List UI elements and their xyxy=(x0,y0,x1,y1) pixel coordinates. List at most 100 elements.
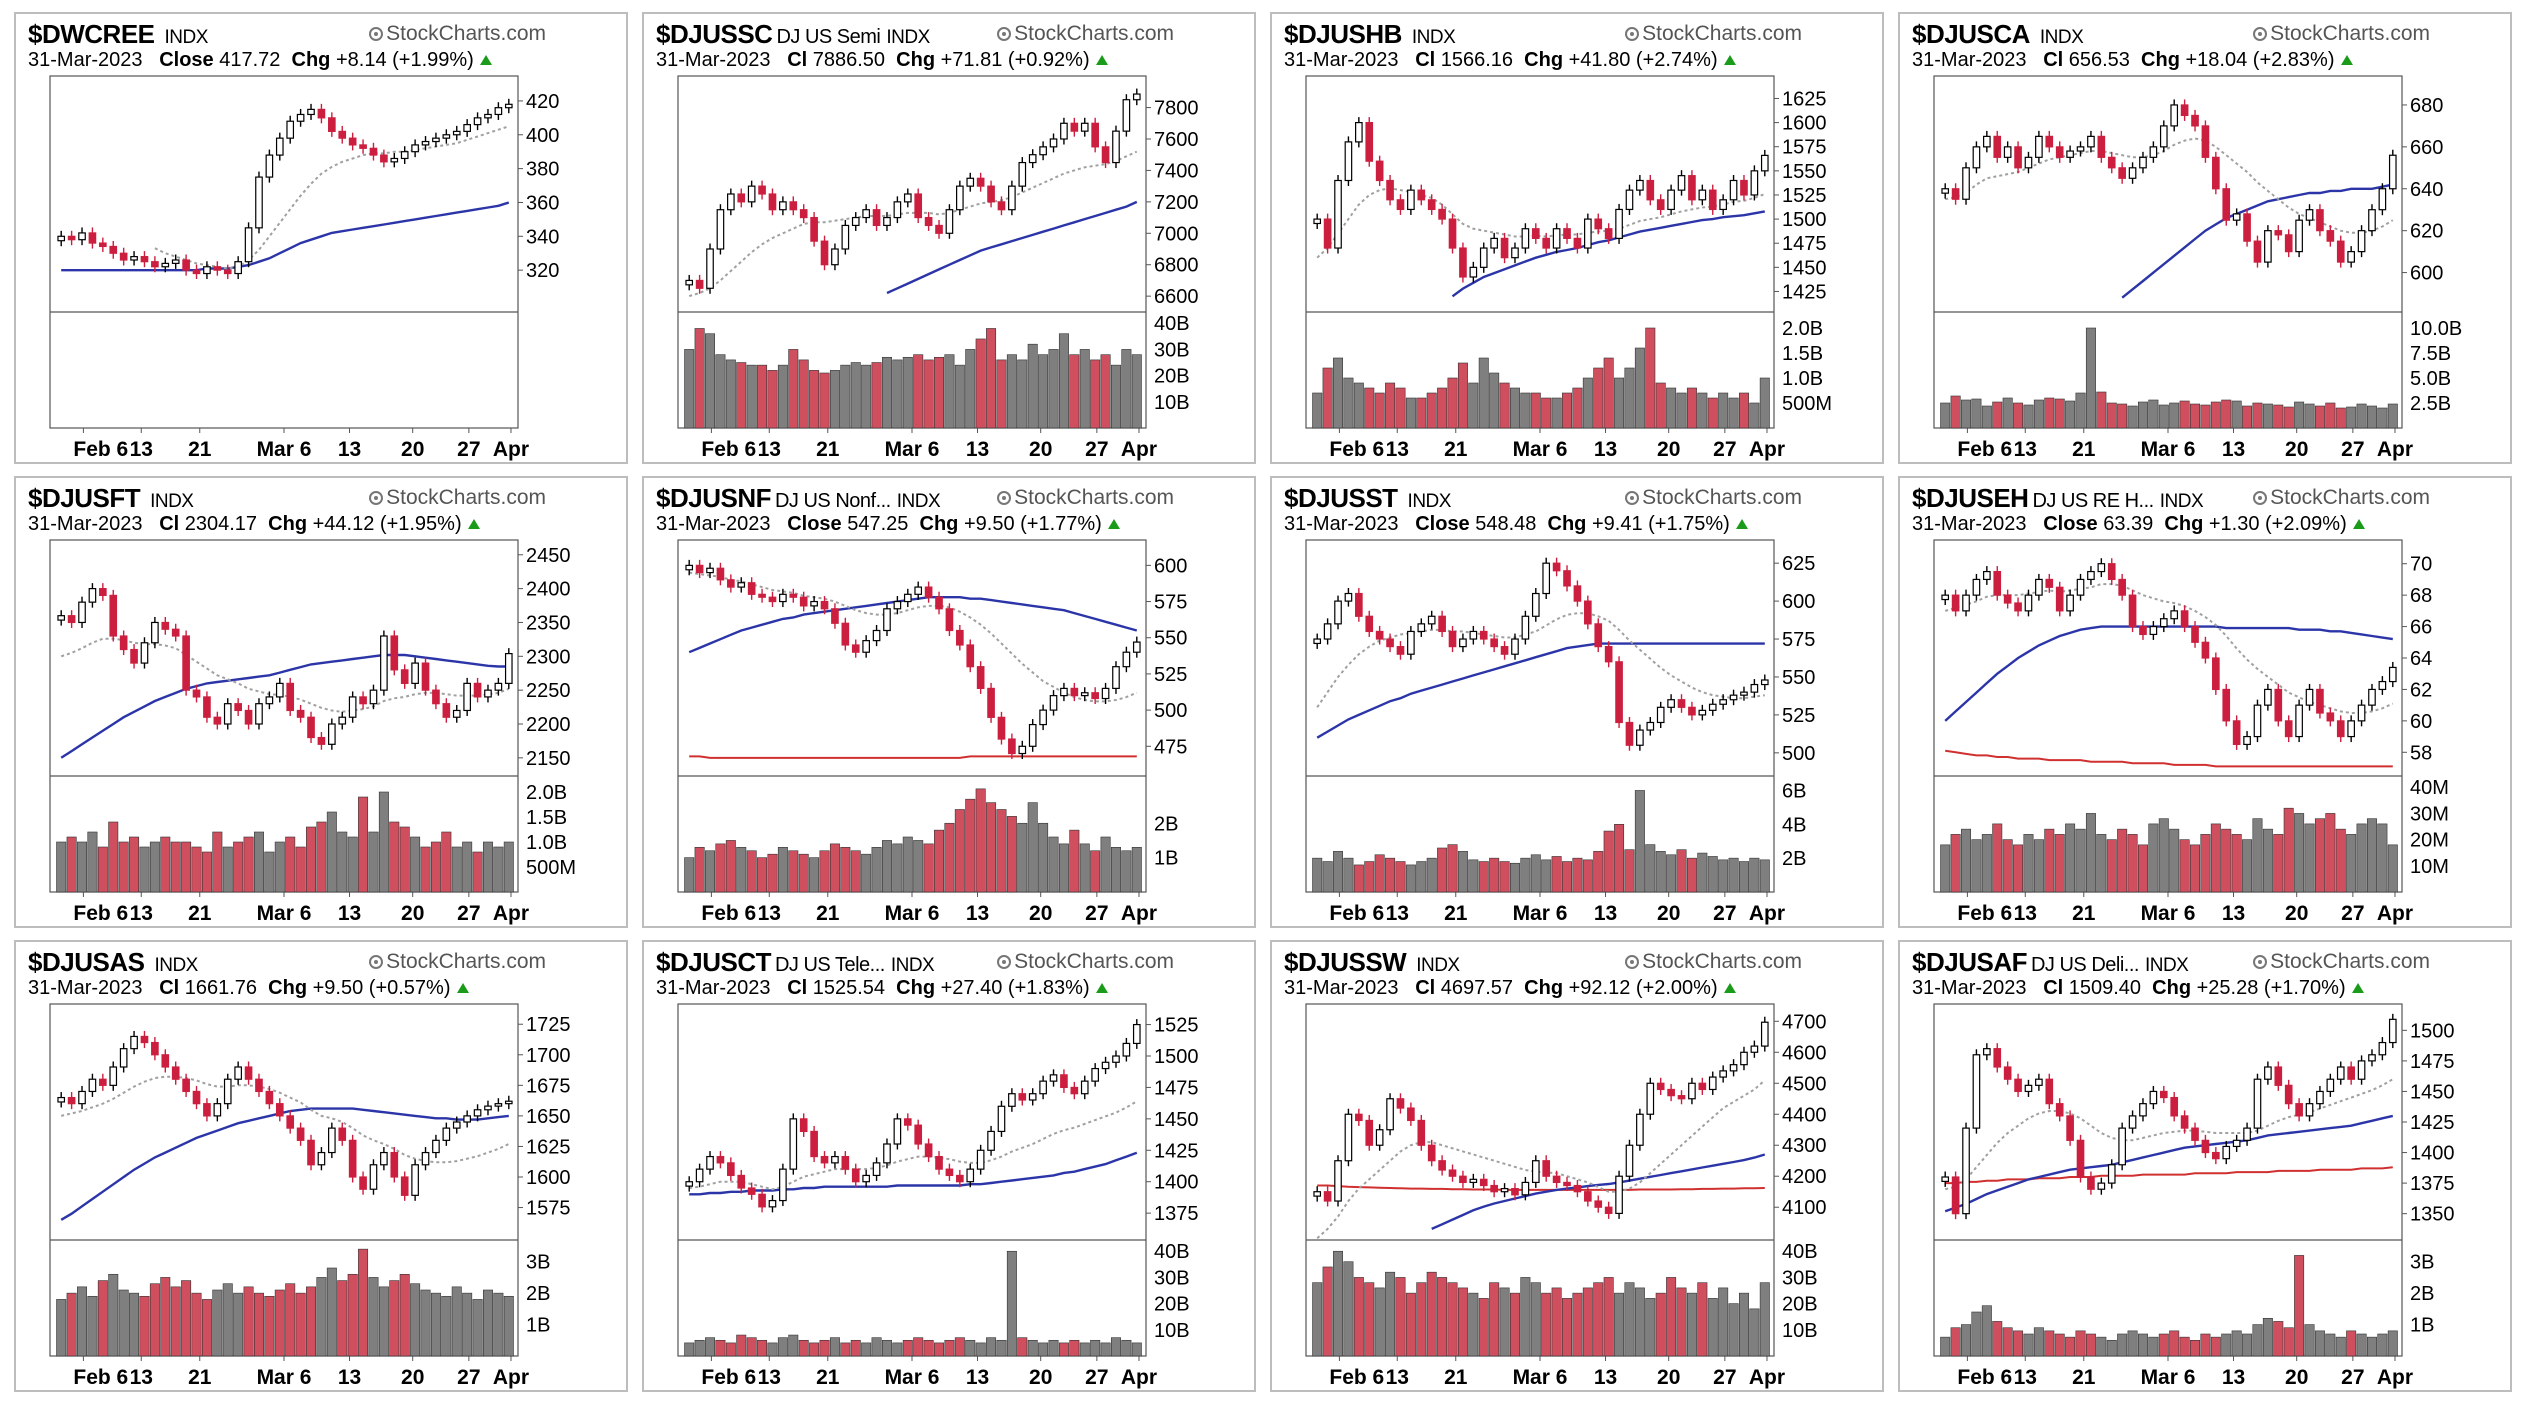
candle-body xyxy=(2087,570,2095,581)
brand-text: StockCharts.com xyxy=(2270,950,2430,973)
volume-bar xyxy=(1718,392,1729,429)
volume-bar xyxy=(965,349,976,429)
volume-bar xyxy=(1686,857,1697,893)
slow-moving-average-line xyxy=(1316,642,1765,739)
date-tick-label: 13 xyxy=(2014,902,2037,925)
candle-body xyxy=(192,1090,201,1105)
chart-panel-djusst[interactable]: $DJUSST INDX StockCharts.com 31-Mar-2023 … xyxy=(1270,476,1884,928)
chart-panel-djusnf[interactable]: $DJUSNF DJ US Nonf... INDX StockCharts.com… xyxy=(642,476,1256,928)
candle-body xyxy=(2326,712,2335,722)
volume-bar xyxy=(2304,1324,2315,1357)
candle-body xyxy=(2076,578,2085,596)
volume-bar xyxy=(1971,1311,1982,1357)
slow-moving-average-line xyxy=(1944,1114,2394,1213)
candle-body xyxy=(442,703,451,718)
volume-bar xyxy=(108,821,119,893)
candle-body xyxy=(2014,146,2022,169)
candle-body xyxy=(997,716,1006,740)
candle-body xyxy=(296,1127,305,1141)
candle-body xyxy=(171,1066,180,1080)
brand-label: StockCharts.com xyxy=(369,950,546,974)
candle-body xyxy=(2305,688,2314,706)
volume-bar xyxy=(253,831,264,893)
candle-body xyxy=(203,696,211,718)
date-tick-label: Mar 6 xyxy=(2141,902,2196,925)
date-tick-label: 27 xyxy=(457,438,480,461)
candle-body xyxy=(1983,570,1991,581)
date-tick-label: 21 xyxy=(1444,1366,1468,1389)
candle-body xyxy=(1008,1093,1016,1107)
price-tick-label: 1700 xyxy=(526,1045,571,1067)
up-arrow-icon xyxy=(2340,55,2353,65)
candle-body xyxy=(192,269,201,275)
date-tick-label: 13 xyxy=(338,1366,361,1389)
volume-bar xyxy=(1457,851,1468,893)
volume-bar xyxy=(2013,1330,2024,1357)
chart-panel-djusas[interactable]: $DJUSAS INDX StockCharts.com 31-Mar-2023 … xyxy=(14,940,628,1392)
candle-body xyxy=(390,1151,399,1178)
close-value: 4697.57 xyxy=(1440,977,1514,999)
volume-bar xyxy=(274,1289,285,1357)
stockcharts-logo-icon xyxy=(1625,491,1640,505)
candle-body xyxy=(1667,1088,1675,1097)
chart-panel-djusct[interactable]: $DJUSCT DJ US Tele... INDX StockCharts.com… xyxy=(642,940,1256,1392)
candle-body xyxy=(1008,738,1016,755)
chart-panel-djusft[interactable]: $DJUSFT INDX StockCharts.com 31-Mar-2023 … xyxy=(14,476,628,928)
chart-panel-dwcree[interactable]: $DWCREE INDX StockCharts.com 31-Mar-2023 … xyxy=(14,12,628,464)
chart-panel-djussc[interactable]: $DJUSSC DJ US Semi INDX StockCharts.com 31… xyxy=(642,12,1256,464)
volume-bar xyxy=(2231,1330,2242,1357)
volume-bar xyxy=(493,1292,504,1357)
volume-bar xyxy=(986,328,997,429)
volume-bar xyxy=(1353,864,1364,893)
volume-bar xyxy=(1069,1339,1080,1357)
price-tick-label: 1500 xyxy=(2410,1020,2455,1042)
price-tick-label: 420 xyxy=(526,91,559,113)
candle-body xyxy=(799,209,808,219)
candle-body xyxy=(1334,179,1342,249)
volume-bar xyxy=(850,362,861,429)
candle-body xyxy=(463,1115,471,1123)
candle-body xyxy=(109,1066,118,1086)
candle-body xyxy=(452,130,461,136)
chart-panel-djussw[interactable]: $DJUSSW INDX StockCharts.com 31-Mar-2023 … xyxy=(1270,940,1884,1392)
change-value: +18.04 (+2.83%) xyxy=(2185,49,2335,71)
chart-panel-djusaf[interactable]: $DJUSAF DJ US Deli... INDX StockCharts.com… xyxy=(1898,940,2512,1392)
candle-body xyxy=(1656,199,1665,211)
date-tick-label: Feb 6 xyxy=(701,1366,756,1389)
volume-bar xyxy=(923,1339,934,1357)
chart-panel-djuseh[interactable]: $DJUSEH DJ US RE H... INDX StockCharts.com… xyxy=(1898,476,2512,928)
volume-bar xyxy=(2002,1327,2013,1357)
price-tick-label: 7200 xyxy=(1154,192,1199,214)
up-arrow-icon xyxy=(467,519,480,529)
candle-body xyxy=(161,262,170,268)
volume-bar xyxy=(1666,1277,1677,1357)
candle-body xyxy=(903,593,912,603)
volume-bar xyxy=(1718,859,1729,893)
quote-line: 31-Mar-2023 Cl 2304.17 Chg +44.12 (+1.95… xyxy=(28,513,480,536)
change-value: +27.40 (+1.83%) xyxy=(940,977,1090,999)
price-volume-chart: 2450 2400 2350 2300 2250 2200 2150 2.0B 1.5B 1.0B… xyxy=(49,539,576,925)
chart-panel-djusca[interactable]: $DJUSCA INDX StockCharts.com 31-Mar-2023 … xyxy=(1898,12,2512,464)
candle-body xyxy=(151,261,159,268)
volume-tick-label: 500M xyxy=(526,857,576,879)
slow-moving-average-line xyxy=(1431,1153,1766,1230)
chart-panel-djushb[interactable]: $DJUSHB INDX StockCharts.com 31-Mar-2023 … xyxy=(1270,12,1884,464)
candle-body xyxy=(1760,679,1769,686)
candle-body xyxy=(57,235,66,242)
volume-bar xyxy=(1017,359,1028,429)
candle-body xyxy=(494,107,503,116)
candle-body xyxy=(1677,699,1686,708)
volume-bar xyxy=(389,1280,400,1357)
close-label: Cl xyxy=(1415,977,1436,999)
volume-bar xyxy=(892,1342,903,1357)
volume-bar xyxy=(1069,829,1080,893)
volume-bar xyxy=(996,1339,1007,1357)
volume-bar xyxy=(798,853,809,893)
price-tick-label: 1575 xyxy=(1782,137,1827,159)
price-tick-label: 1550 xyxy=(1782,161,1827,183)
volume-bar xyxy=(746,364,757,429)
candle-body xyxy=(789,593,798,598)
candle-body xyxy=(2347,720,2355,738)
volume-bar xyxy=(809,1342,820,1357)
